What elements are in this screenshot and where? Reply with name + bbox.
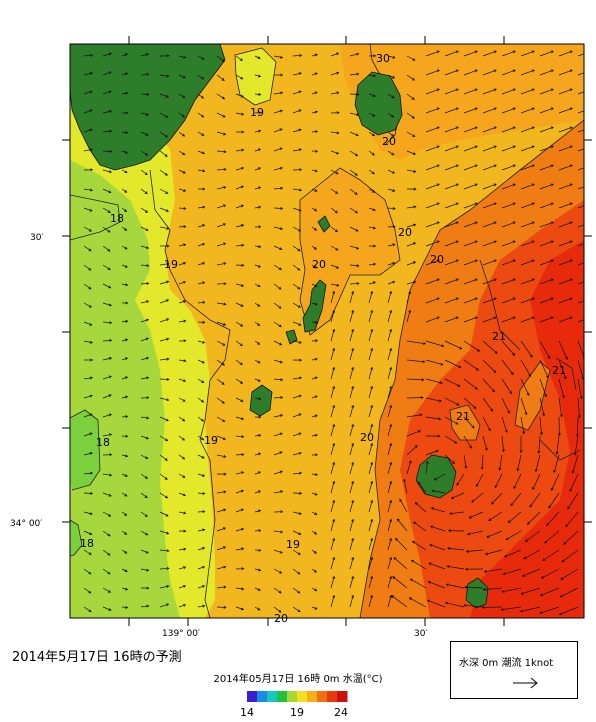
lon-label-30: 30′	[414, 629, 428, 639]
contour-label: 20	[312, 258, 326, 271]
lon-label-139: 139° 00′	[162, 629, 200, 639]
izu-peninsula	[70, 44, 226, 171]
island-shikinejima	[285, 329, 298, 345]
colorbar-ticks: 14 19 24	[230, 706, 360, 720]
island-kozushima	[249, 384, 273, 417]
axis-ticks	[62, 36, 592, 626]
island-mikurajima	[465, 577, 489, 609]
contour-label: 19	[250, 106, 264, 119]
colorbar-segment	[317, 691, 328, 702]
colorbar-segment	[277, 691, 288, 702]
colorbar-segment	[327, 691, 338, 702]
contour-label: 30	[376, 52, 390, 65]
zone-21-patch	[450, 405, 480, 440]
legend-label: 水深 0m 潮流 1knot	[459, 658, 554, 669]
contour-label: 21	[492, 330, 506, 343]
colorbar-segment	[307, 691, 318, 702]
map-frame	[69, 43, 585, 619]
colorbar-segment	[297, 691, 308, 702]
contour-label: 18	[110, 212, 124, 225]
zone-lt18b	[70, 520, 82, 555]
colorbar-title: 2014年05月17日 16時 0m 水温(°C)	[213, 674, 383, 685]
zone-18b	[70, 195, 120, 240]
arrow-right-icon	[513, 677, 538, 689]
island-miyakejima	[415, 454, 457, 499]
colorbar-tick: 14	[240, 706, 254, 719]
contour-label: 20	[430, 253, 444, 266]
colorbar	[247, 691, 348, 702]
current-arrows	[83, 50, 584, 616]
contour-label: 19	[204, 434, 218, 447]
colorbar-tick: 19	[290, 706, 304, 719]
lat-label-34: 34° 00′	[10, 519, 42, 529]
land-masses	[70, 44, 489, 609]
zone-lt18	[70, 410, 100, 490]
colorbar-tick: 24	[334, 706, 348, 719]
zone-18	[70, 160, 180, 618]
contour-label: 20	[360, 431, 374, 444]
contour-label: 20	[398, 226, 412, 239]
island-toshima	[317, 215, 331, 233]
colorbar-segment	[287, 691, 298, 702]
contour-label: 20	[382, 135, 396, 148]
colorbar-segment	[337, 691, 348, 702]
contour-label: 21	[456, 410, 470, 423]
current-legend: 水深 0m 潮流 1knot	[450, 641, 578, 699]
colorbar-segment	[257, 691, 268, 702]
contour-lines	[70, 44, 584, 618]
contour-label: 18	[80, 537, 94, 550]
contour-label: 20	[274, 612, 288, 625]
forecast-caption: 2014年5月17日 16時の予測	[12, 650, 182, 665]
lat-label-30: 30′	[30, 233, 44, 243]
contour-label: 18	[96, 436, 110, 449]
zone-21-patch2	[515, 362, 550, 430]
contour-label: 21	[552, 364, 566, 377]
colorbar-segment	[267, 691, 278, 702]
contour-label-group: 30 19 20 18 20 20 19 20 21 21 21 18 19 2…	[80, 52, 566, 625]
contour-label: 19	[286, 538, 300, 551]
contour-label: 19	[164, 258, 178, 271]
island-niijima	[302, 279, 327, 333]
zone-23	[470, 240, 584, 618]
colorbar-segment	[247, 691, 258, 702]
zone-19-north	[235, 48, 276, 105]
zone-20-ne	[340, 44, 584, 160]
